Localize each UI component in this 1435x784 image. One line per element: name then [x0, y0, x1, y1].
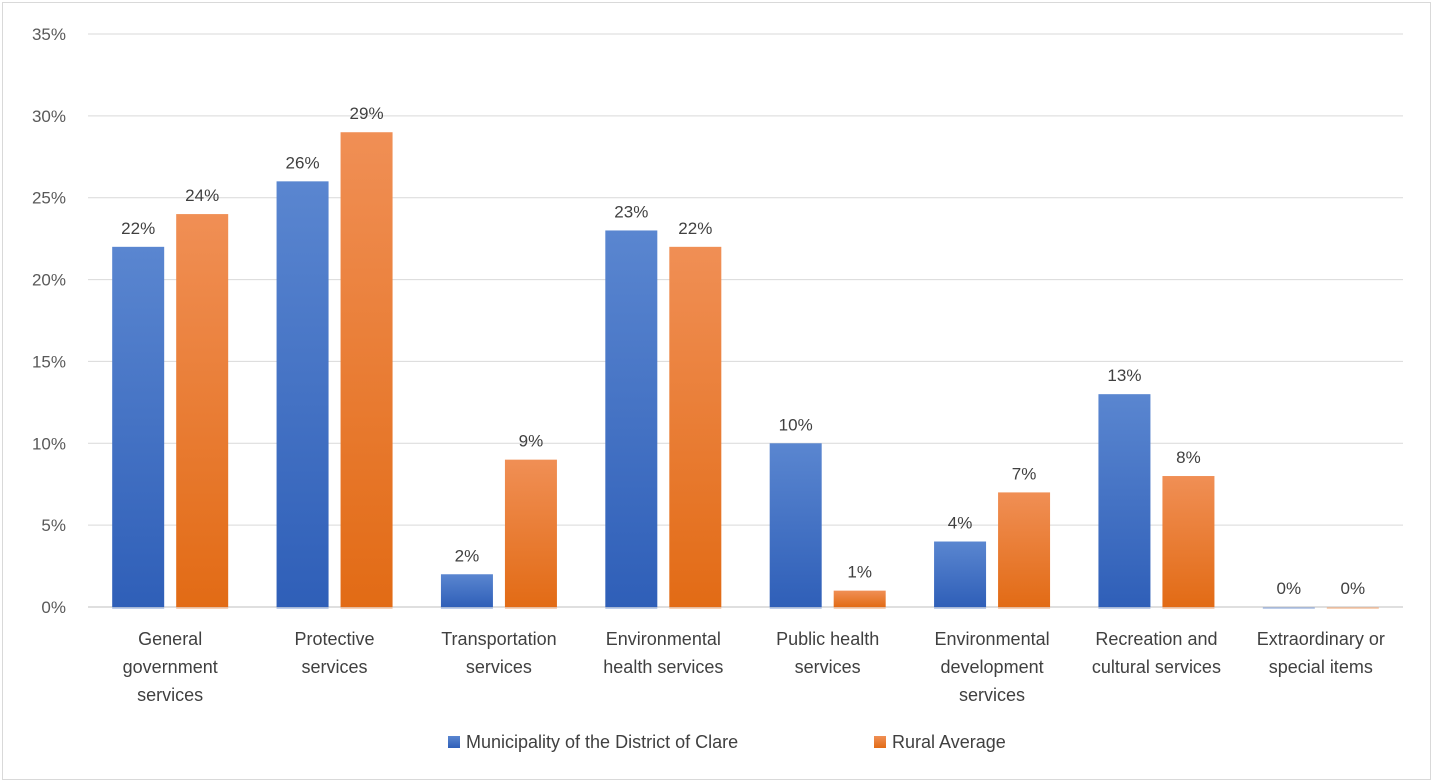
y-tick-label: 20%	[32, 271, 66, 290]
legend-swatch	[874, 736, 886, 748]
data-label: 9%	[519, 432, 544, 451]
legend-label: Rural Average	[892, 732, 1006, 752]
x-tick-label: General	[138, 629, 202, 649]
x-tick-label: cultural services	[1092, 657, 1221, 677]
legend-label: Municipality of the District of Clare	[466, 732, 738, 752]
y-tick-label: 25%	[32, 189, 66, 208]
data-label: 7%	[1012, 464, 1037, 483]
data-label: 1%	[847, 563, 872, 582]
data-label: 4%	[948, 514, 973, 533]
y-tick-label: 35%	[32, 25, 66, 44]
x-tick-label: Environmental	[606, 629, 721, 649]
y-tick-label: 15%	[32, 352, 66, 371]
y-axis: 0% 5% 10% 15% 20% 25% 30% 35%	[32, 25, 66, 617]
bar-rural	[340, 132, 393, 607]
x-tick-label: Extraordinary or	[1257, 629, 1385, 649]
data-label: 22%	[678, 219, 712, 238]
bar-rural	[504, 459, 557, 607]
bar-rural	[176, 214, 229, 608]
x-tick-label: services	[795, 657, 861, 677]
data-label: 8%	[1176, 448, 1201, 467]
x-tick-label: Protective	[295, 629, 375, 649]
x-tick-label: Recreation and	[1095, 629, 1217, 649]
data-label: 22%	[121, 219, 155, 238]
x-tick-label: development	[941, 657, 1044, 677]
bar-rural	[833, 590, 886, 607]
data-label: 2%	[455, 546, 480, 565]
data-label: 13%	[1107, 366, 1141, 385]
bar-clare	[440, 574, 493, 607]
x-tick-label: health services	[603, 657, 723, 677]
y-tick-label: 10%	[32, 434, 66, 453]
data-label: 10%	[779, 415, 813, 434]
x-tick-label: special items	[1269, 657, 1373, 677]
x-tick-label: services	[466, 657, 532, 677]
x-tick-label: government	[123, 657, 218, 677]
x-tick-label: services	[302, 657, 368, 677]
bar-rural	[669, 246, 722, 608]
bar-rural	[1162, 476, 1215, 607]
x-tick-label: Transportation	[441, 629, 556, 649]
bar-clare	[934, 541, 987, 607]
legend-swatch	[448, 736, 460, 748]
data-label: 26%	[286, 153, 320, 172]
x-tick-label: Public health	[776, 629, 879, 649]
x-tick-label: Environmental	[935, 629, 1050, 649]
data-labels: 22% 24% 26% 29% 2% 9% 23% 22% 10% 1% 4% 7% 13% 8% 0% 0%	[121, 104, 1365, 598]
bar-clare	[112, 246, 165, 608]
bar-rural	[998, 492, 1051, 607]
legend: Municipality of the District of Clare Rur…	[448, 732, 1006, 752]
data-label: 29%	[350, 104, 384, 123]
data-label: 24%	[185, 186, 219, 205]
x-tick-label: services	[137, 685, 203, 705]
x-axis: General government services Protective servi…	[123, 629, 1385, 705]
bar-clare	[1098, 394, 1151, 607]
bar-clare	[605, 230, 658, 607]
data-label: 23%	[614, 202, 648, 221]
y-tick-label: 30%	[32, 107, 66, 126]
y-tick-label: 0%	[41, 598, 66, 617]
bar-clare	[769, 443, 822, 607]
x-tick-label: services	[959, 685, 1025, 705]
bars	[112, 132, 1379, 609]
data-label: 0%	[1277, 579, 1302, 598]
bar-clare	[276, 181, 329, 608]
y-tick-label: 5%	[41, 516, 66, 535]
data-label: 0%	[1341, 579, 1366, 598]
